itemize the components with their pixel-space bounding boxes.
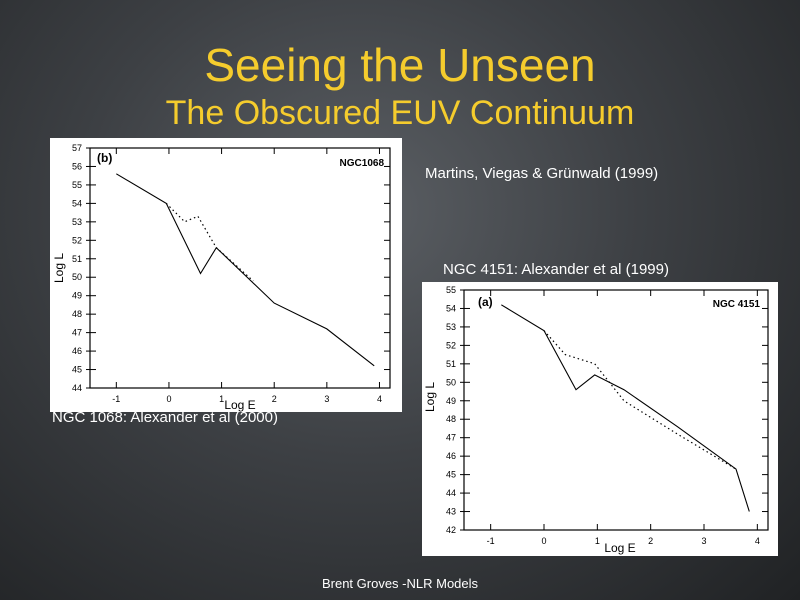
panel-label: (b)	[97, 151, 112, 165]
x-tick-label: 2	[648, 536, 653, 546]
object-label: NGC1068	[340, 158, 385, 169]
y-tick-label: 50	[72, 272, 82, 282]
y-tick-label: 46	[72, 346, 82, 356]
y-tick-label: 55	[72, 180, 82, 190]
y-tick-label: 48	[446, 414, 456, 424]
y-tick-label: 54	[72, 198, 82, 208]
series-line-solid	[501, 304, 750, 512]
caption-ngc1068: NGC 1068: Alexander et al (2000)	[52, 409, 278, 426]
y-tick-label: 55	[446, 285, 456, 295]
slide-subtitle: The Obscured EUV Continuum	[165, 94, 635, 132]
plot-frame	[89, 147, 391, 389]
y-tick-label: 47	[72, 328, 82, 338]
y-tick-label: 53	[72, 217, 82, 227]
y-tick-label: 49	[446, 396, 456, 406]
y-tick-label: 48	[72, 309, 82, 319]
x-axis-label: Log E	[224, 398, 255, 412]
x-tick-label: -1	[487, 536, 495, 546]
panel-label: (a)	[478, 295, 493, 309]
x-axis-label: Log E	[604, 541, 635, 555]
y-tick-label: 43	[446, 507, 456, 517]
series-group	[116, 173, 375, 367]
plot-ngc1068: -1 0 1 2 3 4 44 45 46 47 48 49 50 51 52 53 54 55 56 57 (b) …	[50, 138, 402, 412]
series-line-solid	[116, 173, 375, 367]
caption-ngc4151: NGC 4151: Alexander et al (1999)	[443, 261, 669, 278]
y-tick-label: 47	[446, 433, 456, 443]
tick-group: -1 0 1 2 3 4 42 43 44 45 46 47 48 49 50 51 52 53 54 55	[446, 285, 768, 546]
y-tick-label: 44	[446, 488, 456, 498]
y-axis-label: Log L	[423, 382, 437, 412]
series-group	[501, 304, 750, 512]
x-tick-label: -1	[112, 394, 120, 404]
y-axis-label: Log L	[52, 253, 66, 283]
caption-martins: Martins, Viegas & Grünwald (1999)	[425, 165, 659, 182]
y-tick-label: 52	[72, 235, 82, 245]
y-tick-label: 49	[72, 291, 82, 301]
y-tick-label: 56	[72, 161, 82, 171]
y-tick-label: 44	[72, 383, 82, 393]
plot-ngc4151: -1 0 1 2 3 4 42 43 44 45 46 47 48 49 50 51 52 53 54 55 (a) …	[422, 282, 778, 556]
object-label: NGC 4151	[713, 299, 761, 310]
x-tick-label: 0	[541, 536, 546, 546]
x-tick-label: 4	[377, 394, 382, 404]
x-tick-label: 2	[272, 394, 277, 404]
y-tick-label: 51	[446, 359, 456, 369]
x-tick-label: 1	[595, 536, 600, 546]
series-line-dotted	[543, 330, 737, 470]
slide-title: Seeing the Unseen	[204, 39, 596, 91]
plot-frame	[463, 289, 769, 531]
series-line-dotted	[165, 202, 254, 282]
y-tick-label: 45	[446, 470, 456, 480]
x-tick-label: 3	[324, 394, 329, 404]
y-tick-label: 46	[446, 451, 456, 461]
y-tick-label: 53	[446, 322, 456, 332]
y-tick-label: 57	[72, 143, 82, 153]
x-tick-label: 0	[166, 394, 171, 404]
y-tick-label: 54	[446, 303, 456, 313]
x-tick-label: 4	[755, 536, 760, 546]
footer-credit: Brent Groves -NLR Models	[321, 576, 479, 591]
y-tick-label: 52	[446, 340, 456, 350]
y-tick-label: 42	[446, 525, 456, 535]
x-tick-label: 1	[219, 394, 224, 404]
x-tick-label: 3	[701, 536, 706, 546]
y-tick-label: 51	[72, 254, 82, 264]
y-tick-label: 45	[72, 365, 82, 375]
y-tick-label: 50	[446, 377, 456, 387]
